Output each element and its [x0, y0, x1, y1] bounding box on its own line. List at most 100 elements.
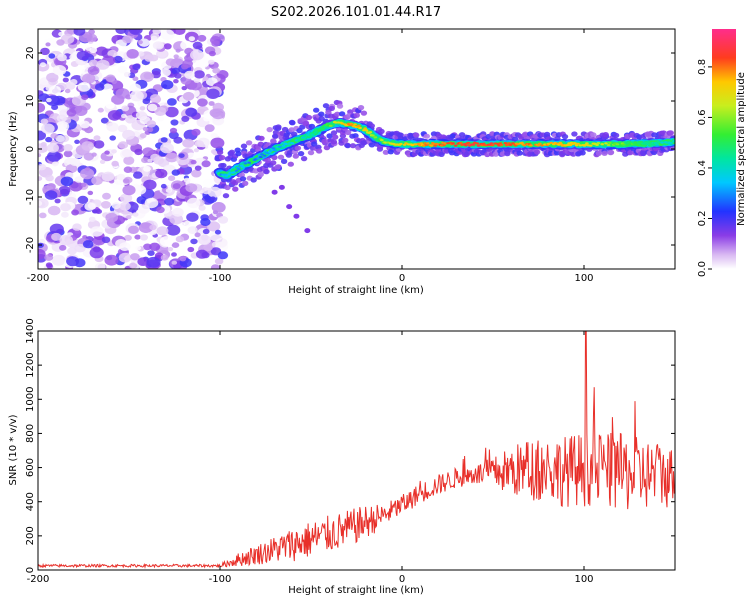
spectrogram-ridge-cell [303, 135, 308, 138]
spectrogram-ridge-cell [608, 141, 612, 144]
spectrogram-ridge-cell [275, 145, 280, 148]
spectrogram-ridge-cell [368, 131, 373, 134]
spectrogram-noise-blob [67, 247, 77, 255]
spectrogram-ridge-halo [315, 144, 322, 150]
spectrogram-ridge-halo [326, 133, 333, 139]
spectrogram-ridge-halo [280, 158, 288, 164]
spectrogram-ridge-cell [660, 141, 664, 144]
spectrogram-noise-blob [134, 148, 143, 156]
spectrogram-noise-blob [212, 116, 225, 126]
spectrogram-ridge-halo [257, 171, 264, 178]
spectrogram-ridge-cell [433, 144, 438, 147]
spectrogram-ridge-cell [529, 144, 533, 147]
spectrogram-noise-blob [208, 50, 216, 57]
spectrogram-ridge-cell [334, 121, 338, 124]
spectrogram-noise-blob [142, 147, 154, 157]
spectrogram-noise-blob [146, 256, 161, 268]
spectrogram-ridge-halo [220, 162, 227, 169]
spectrogram-noise-blob [210, 149, 218, 155]
spectrogram-ridge-halo [607, 150, 614, 156]
spectrogram-ridge-halo [342, 137, 349, 143]
spectrogram-noise-blob [165, 152, 179, 163]
spectrogram-noise-blob [210, 133, 219, 140]
spectrogram-ridge-cell [507, 142, 512, 145]
spectrogram-noise-blob [74, 139, 80, 144]
spectrogram-noise-blob [147, 158, 153, 163]
snr-frame [37, 330, 676, 571]
snr-series-line [38, 331, 675, 570]
spectrogram-ridge-cell [538, 142, 542, 145]
spectrogram-ridge [213, 99, 675, 234]
spectrogram-noise-blob [74, 176, 84, 183]
spectrogram-noise-blob [169, 214, 184, 225]
spectrogram-noise-blob [191, 169, 202, 178]
spectrogram-ridge-halo [308, 123, 316, 129]
spectrogram-noise-blob [59, 244, 67, 251]
spectrogram-ridge-halo [275, 124, 282, 130]
spectrogram-noise-blob [77, 195, 89, 204]
spectrogram-noise-blob [74, 105, 88, 116]
spectrogram-x-axis-label: Height of straight line (km) [288, 285, 424, 296]
spectrogram-noise-blob [171, 67, 181, 75]
spectrogram-ridge-halo [667, 130, 674, 136]
spectrogram-ridge-halo [297, 151, 305, 157]
spectrogram-noise-blob [38, 163, 47, 171]
spectrogram-noise-blob [185, 107, 198, 117]
spectrogram-ridge-cell [278, 145, 282, 148]
spectrogram-noise-blob [82, 73, 96, 84]
spectrogram-noise-blob [61, 211, 69, 218]
spectrogram-noise-blob [214, 258, 224, 265]
spectrogram-ridge-cell [490, 144, 495, 147]
spectrogram-ridge-halo [274, 164, 281, 170]
spectrogram-ridge-halo [305, 114, 313, 121]
spectrogram-noise-blob [38, 102, 46, 113]
spectrogram-noise-blob [58, 185, 71, 195]
spectrogram-noise-blob [137, 51, 145, 57]
snr-x-tick-label: 100 [574, 574, 593, 585]
spectrogram-ridge-cell [588, 144, 593, 147]
spectrogram-ridge-halo [338, 111, 346, 117]
spectrogram-noise-blob [111, 149, 117, 154]
spectrogram-ridge-cell [260, 153, 264, 156]
spectrogram-noise-blob [132, 76, 139, 81]
colorbar-tick-label: 0.0 [697, 261, 708, 277]
spectrogram-ridge-cell [549, 141, 553, 144]
spectrogram-noise-blob [52, 161, 59, 167]
spectrogram-noise-blob [167, 98, 177, 106]
spectrogram-noise-blob [217, 216, 229, 224]
spectrogram-noise-blob [217, 251, 229, 260]
spectrogram-noise-blob [160, 142, 174, 154]
spectrogram-noise-blob [146, 120, 157, 128]
spectrogram-noise-blob [135, 111, 147, 120]
spectrogram-noise-blob [173, 54, 179, 59]
spectrogram-ridge-cell [464, 144, 468, 147]
spectrogram-noise-blob [105, 101, 115, 109]
snr-x-tick-label: 0 [399, 574, 405, 585]
spectrogram-ridge-cell [476, 144, 481, 147]
spectrogram-noise-blob [82, 240, 94, 249]
colorbar-tick-label: 0.8 [697, 59, 708, 75]
colorbar-label: Normalized spectral amplitude [736, 72, 747, 226]
spectrogram-ridge-halo [601, 150, 608, 156]
spectrogram-noise-blob [88, 216, 96, 222]
colorbar-tick-label: 0.2 [697, 211, 708, 227]
spectrogram-ridge-halo [360, 140, 367, 146]
spectrogram-ridge-cell [499, 143, 504, 146]
spectrogram-noise-blob [84, 202, 96, 211]
snr-y-tick-label: 0 [25, 567, 36, 573]
spectrogram-noise-blob [38, 130, 46, 141]
spectrogram-noise-blob [48, 53, 56, 59]
spectrogram-noise-blob [190, 159, 197, 165]
spectrogram-ridge-cell [475, 142, 480, 145]
spectrogram-stray-blob [271, 189, 278, 195]
spectrogram-noise-blob [146, 127, 154, 133]
spectrogram-noise-blob [38, 176, 43, 181]
spectrogram-ridge-cell [259, 156, 263, 159]
spectrogram-noise-blob [45, 42, 51, 47]
spectrogram-noise-blob [180, 40, 193, 51]
spectrogram-ridge-cell [311, 133, 315, 136]
spectrogram-noise-blob [206, 88, 220, 100]
spectrogram-ridge-halo [250, 147, 257, 153]
spectrogram-noise-blob [149, 224, 157, 231]
spectrogram-noise-blob [69, 158, 81, 166]
